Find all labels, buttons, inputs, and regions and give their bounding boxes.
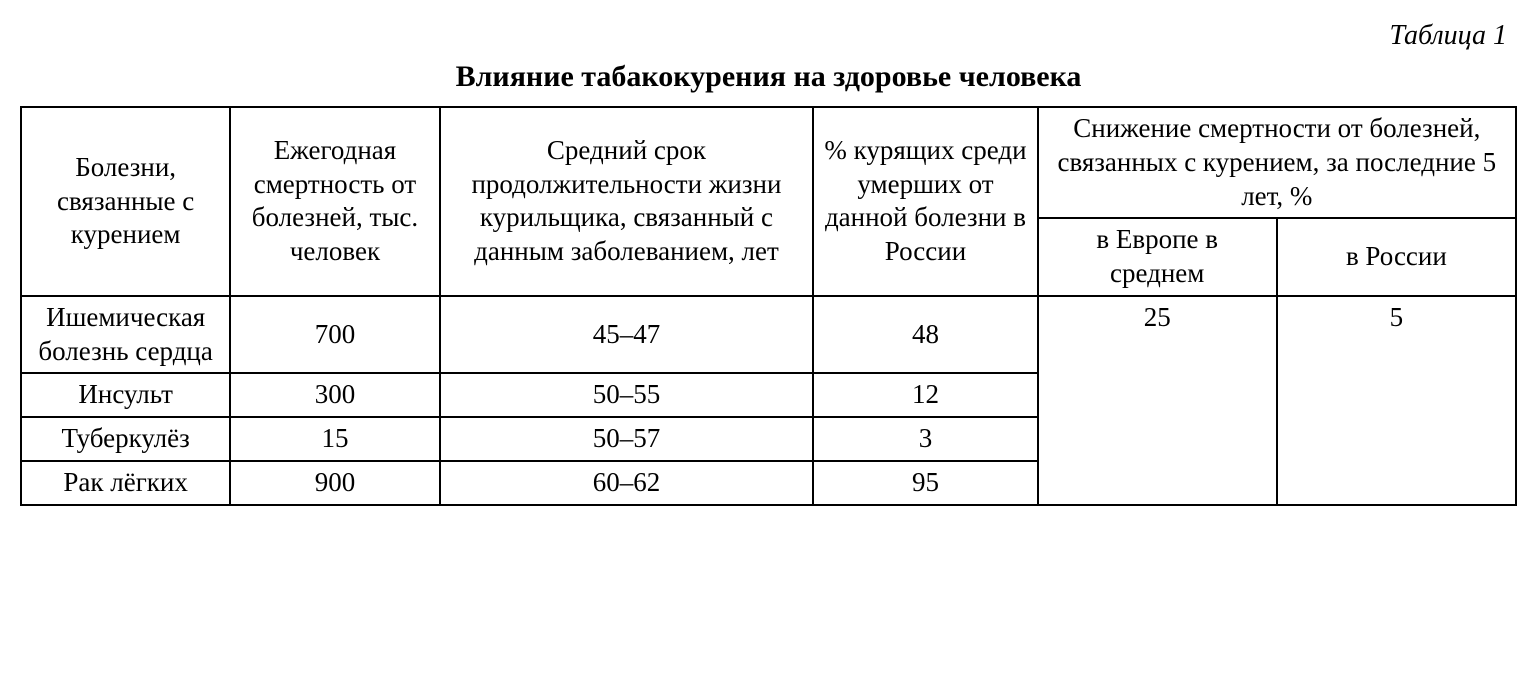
cell-disease: Инсульт [21, 373, 230, 417]
cell-pct-smokers: 12 [813, 373, 1037, 417]
table-row: Ишемическая болезнь сердца 700 45–47 48 … [21, 296, 1516, 374]
cell-lifespan: 50–55 [440, 373, 814, 417]
header-row-1: Болезни, связанные с курением Ежегодная … [21, 107, 1516, 218]
cell-mortality: 300 [230, 373, 439, 417]
smoking-health-table: Болезни, связанные с курением Ежегодная … [20, 106, 1517, 506]
cell-reduction-russia: 5 [1277, 296, 1516, 505]
cell-pct-smokers: 95 [813, 461, 1037, 505]
cell-disease: Рак лёгких [21, 461, 230, 505]
cell-mortality: 15 [230, 417, 439, 461]
cell-pct-smokers: 3 [813, 417, 1037, 461]
col-header-lifespan: Средний срок продолжительности жизни кур… [440, 107, 814, 296]
cell-disease: Туберкулёз [21, 417, 230, 461]
col-header-europe: в Европе в среднем [1038, 218, 1277, 296]
cell-mortality: 700 [230, 296, 439, 374]
cell-lifespan: 50–57 [440, 417, 814, 461]
table-number-label: Таблица 1 [20, 20, 1517, 52]
cell-disease: Ишемическая болезнь сердца [21, 296, 230, 374]
cell-mortality: 900 [230, 461, 439, 505]
cell-lifespan: 45–47 [440, 296, 814, 374]
col-header-reduction-group: Снижение смертности от болезней, связанн… [1038, 107, 1516, 218]
cell-reduction-europe: 25 [1038, 296, 1277, 505]
col-header-disease: Болезни, связанные с курением [21, 107, 230, 296]
cell-pct-smokers: 48 [813, 296, 1037, 374]
col-header-russia: в России [1277, 218, 1516, 296]
col-header-pct-smokers: % курящих среди умерших от данной болезн… [813, 107, 1037, 296]
col-header-mortality: Ежегодная смертность от болезней, тыс. ч… [230, 107, 439, 296]
cell-lifespan: 60–62 [440, 461, 814, 505]
table-title: Влияние табакокурения на здоровье челове… [20, 60, 1517, 94]
